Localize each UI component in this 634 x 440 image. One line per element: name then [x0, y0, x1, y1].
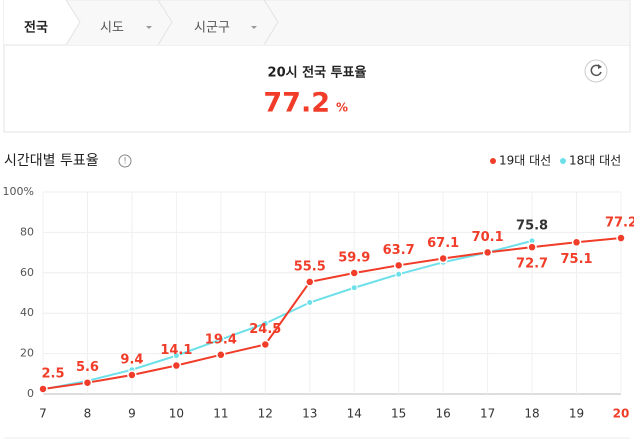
chart-title: 시간대별 투표율 [4, 153, 99, 169]
x-tick-label: 14 [347, 407, 362, 421]
svg-text:!: ! [123, 157, 127, 167]
data-label: 75.8 [516, 218, 548, 233]
legend-marker [560, 158, 566, 164]
x-tick-label: 16 [436, 407, 451, 421]
refresh-button[interactable] [584, 59, 608, 83]
x-tick-label: 7 [39, 407, 47, 421]
point [217, 335, 225, 343]
summary-value: 77.2 [263, 88, 330, 119]
data-label: 67.1 [427, 236, 459, 251]
info-icon[interactable]: ! [118, 154, 132, 168]
dropdown-arrow [251, 26, 257, 29]
point [305, 277, 315, 287]
point [260, 339, 271, 350]
y-tick-label: 20 [20, 347, 34, 360]
y-tick-label: 80 [20, 225, 34, 238]
point [261, 320, 269, 328]
summary-unit: % [336, 101, 348, 115]
x-tick-label: 8 [84, 407, 92, 421]
x-tick-label: 13 [302, 407, 317, 421]
tab-active[interactable] [4, 0, 66, 45]
series-line [42, 237, 622, 390]
data-label: 24.5 [249, 322, 281, 337]
data-label: 55.5 [294, 259, 326, 274]
point [350, 284, 358, 292]
point [172, 352, 180, 360]
x-tick-label: 12 [258, 407, 273, 421]
tab-sep [65, 0, 81, 46]
point [82, 377, 93, 388]
point [306, 298, 314, 306]
x-tick-label: 10 [169, 407, 184, 421]
y-tick-label: 60 [20, 266, 34, 279]
data-label: 19.4 [205, 332, 237, 347]
series-line [42, 239, 533, 391]
point [571, 237, 582, 248]
x-tick-label: 20 [613, 407, 630, 421]
data-label: 77.2 [605, 216, 634, 231]
point [38, 384, 48, 394]
point [527, 242, 537, 252]
data-label: 59.9 [338, 251, 370, 266]
legend-label: 18대 대선 [569, 154, 621, 168]
data-label: 72.7 [516, 257, 548, 272]
point [395, 270, 403, 278]
point [438, 253, 448, 264]
summary-title: 20시 전국 투표율 [268, 65, 367, 81]
x-tick-label: 19 [569, 407, 584, 421]
point [171, 360, 182, 371]
data-label: 9.4 [120, 353, 143, 368]
point [616, 233, 626, 243]
tab[interactable]: 시군구 [194, 21, 230, 36]
point [216, 350, 226, 360]
tab-bar [66, 1, 629, 45]
point [127, 370, 137, 380]
point [393, 260, 404, 271]
y-tick-label: 40 [20, 306, 34, 319]
y-tick-label: 100% [3, 185, 34, 198]
tab-sep [157, 0, 173, 46]
dropdown-arrow [146, 26, 152, 29]
point [349, 268, 359, 278]
data-label: 2.5 [41, 366, 64, 381]
y-tick-label: 0 [27, 387, 34, 400]
x-tick-label: 15 [391, 407, 406, 421]
tab[interactable]: 전국 [24, 20, 48, 36]
data-label: 75.1 [560, 252, 592, 267]
data-label: 70.1 [472, 230, 504, 245]
data-label: 14.1 [160, 343, 192, 358]
x-tick-label: 17 [480, 407, 495, 421]
x-tick-label: 9 [128, 407, 136, 421]
tab[interactable]: 시도 [100, 21, 124, 36]
legend-label: 19대 대선 [499, 154, 551, 168]
x-tick-label: 11 [213, 407, 228, 421]
x-tick-label: 18 [524, 407, 539, 421]
legend-marker [490, 158, 496, 164]
tab-sep [263, 0, 279, 46]
point [482, 247, 493, 258]
data-label: 63.7 [383, 243, 415, 258]
data-label: 5.6 [76, 360, 99, 375]
